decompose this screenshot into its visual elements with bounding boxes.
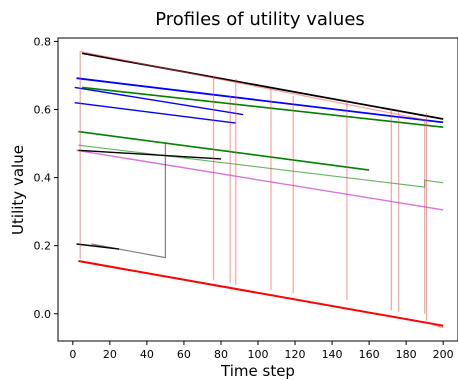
- x-tick-label: 20: [103, 348, 117, 361]
- y-tick-label: 0.6: [34, 103, 52, 116]
- x-tick-label: 160: [359, 348, 380, 361]
- series-line-5: [78, 130, 370, 171]
- x-tick-label: 140: [322, 348, 343, 361]
- series-line-2: [74, 86, 244, 116]
- plot-area: [74, 50, 444, 329]
- y-tick-label: 0.2: [34, 240, 52, 253]
- x-tick-label: 180: [396, 348, 417, 361]
- series-line-1: [76, 77, 444, 124]
- x-tick-label: 60: [177, 348, 191, 361]
- chart-title: Profiles of utility values: [155, 9, 365, 30]
- x-axis: 0 20 40 60 80 100 120 140 160 180 200: [69, 341, 454, 361]
- series-line-7: [76, 149, 444, 211]
- series-line-4: [82, 86, 444, 128]
- series-line-11: [78, 149, 222, 160]
- x-tick-label: 120: [285, 348, 306, 361]
- series-line-12: [91, 143, 166, 259]
- series-line-8: [78, 260, 444, 327]
- x-tick-label: 200: [433, 348, 454, 361]
- series-line-13: [79, 50, 426, 314]
- x-tick-label: 0: [69, 348, 76, 361]
- y-axis: 0.0 0.2 0.4 0.6 0.8: [34, 35, 58, 321]
- y-tick-label: 0.4: [34, 172, 52, 185]
- y-axis-label: Utility value: [9, 145, 27, 235]
- x-tick-label: 40: [140, 348, 154, 361]
- y-tick-label: 0.8: [34, 35, 52, 48]
- x-axis-label: Time step: [220, 362, 295, 380]
- y-tick-label: 0.0: [34, 308, 52, 321]
- series-line-3: [74, 102, 236, 124]
- x-tick-label: 80: [214, 348, 228, 361]
- series-line-9: [430, 323, 444, 329]
- x-tick-label: 100: [248, 348, 269, 361]
